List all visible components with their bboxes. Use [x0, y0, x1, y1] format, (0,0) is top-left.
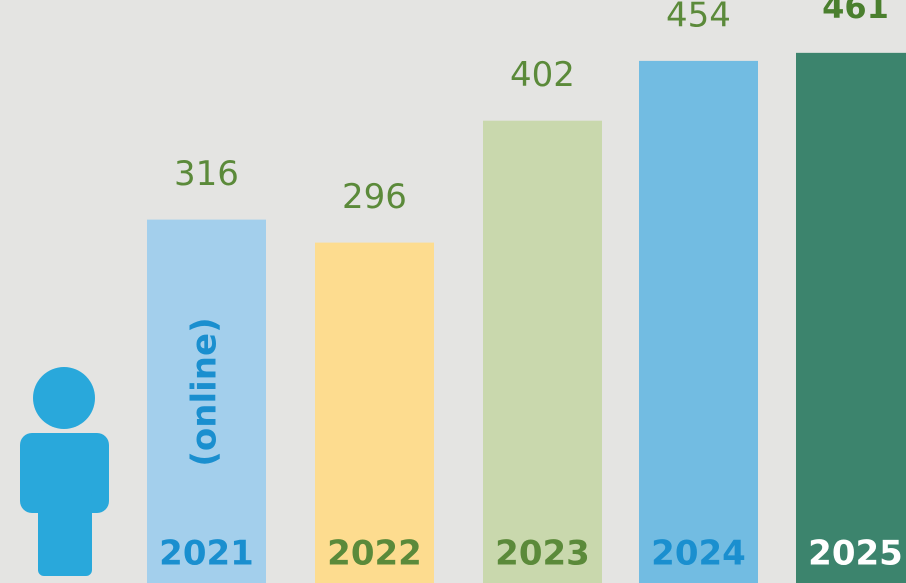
value-label: 402 — [510, 55, 575, 95]
value-label: 461 — [822, 0, 889, 26]
bar — [796, 52, 906, 583]
bar — [483, 120, 602, 583]
bar — [147, 219, 266, 583]
year-label: 2022 — [327, 534, 422, 574]
value-label: 296 — [342, 177, 407, 217]
year-label: 2024 — [651, 534, 746, 574]
value-label: 454 — [666, 0, 731, 35]
year-label: 2025 — [808, 534, 903, 574]
value-label: 316 — [174, 154, 239, 194]
year-label: 2021 — [159, 534, 254, 574]
person-icon — [20, 367, 109, 576]
year-label: 2023 — [495, 534, 590, 574]
bar — [315, 242, 434, 583]
bar — [639, 60, 758, 583]
annotation: (online) — [185, 317, 225, 466]
